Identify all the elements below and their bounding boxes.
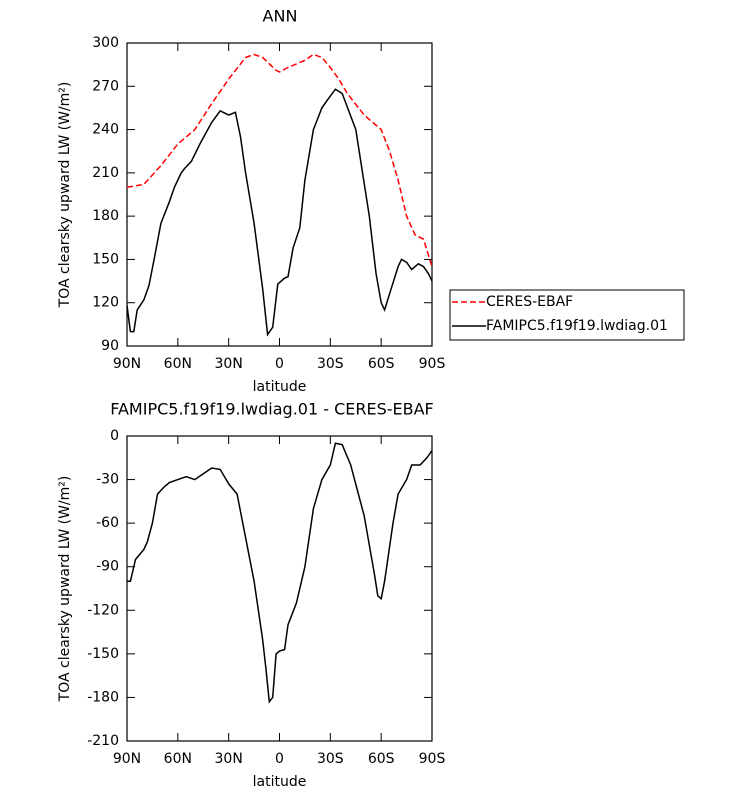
x-tick-label: 90S bbox=[419, 356, 446, 372]
y-tick-label: -180 bbox=[87, 689, 119, 705]
x-axis-label: latitude bbox=[253, 379, 307, 395]
y-tick-label: 150 bbox=[92, 251, 119, 267]
y-tick-label: 90 bbox=[101, 338, 119, 354]
y-tick-label: -150 bbox=[87, 646, 119, 662]
data-line bbox=[126, 88, 433, 337]
data-line bbox=[126, 53, 433, 267]
y-tick-label: -30 bbox=[96, 472, 119, 488]
legend-label: FAMIPC5.f19f19.lwdiag.01 bbox=[486, 318, 668, 334]
y-tick-label: -210 bbox=[87, 733, 119, 749]
y-tick-label: 240 bbox=[92, 122, 119, 138]
legend-box bbox=[449, 289, 685, 341]
x-tick-label: 30N bbox=[215, 751, 243, 767]
y-tick-label: 210 bbox=[92, 165, 119, 181]
y-tick-label: 300 bbox=[92, 35, 119, 51]
x-tick-label: 60N bbox=[164, 751, 192, 767]
y-tick-label: 120 bbox=[92, 295, 119, 311]
x-tick-label: 90S bbox=[419, 751, 446, 767]
y-tick-label: 0 bbox=[110, 428, 119, 444]
y-tick-label: -120 bbox=[87, 602, 119, 618]
x-tick-label: 90N bbox=[113, 356, 141, 372]
chart-title: ANN bbox=[263, 7, 298, 26]
y-tick-label: 270 bbox=[92, 78, 119, 94]
x-tick-label: 30N bbox=[215, 356, 243, 372]
x-tick-label: 0 bbox=[275, 356, 284, 372]
plot-frame bbox=[126, 42, 433, 347]
x-tick-label: 30S bbox=[317, 356, 344, 372]
x-tick-label: 90N bbox=[113, 751, 141, 767]
x-tick-label: 60S bbox=[368, 356, 395, 372]
x-tick-label: 30S bbox=[317, 751, 344, 767]
chart-title: FAMIPC5.f19f19.lwdiag.01 - CERES-EBAF bbox=[110, 400, 434, 419]
plot-frame bbox=[126, 435, 433, 742]
x-axis-label: latitude bbox=[253, 774, 307, 790]
y-tick-label: -90 bbox=[96, 559, 119, 575]
data-line bbox=[127, 442, 433, 704]
y-tick-label: -60 bbox=[96, 515, 119, 531]
x-tick-label: 60N bbox=[164, 356, 192, 372]
y-axis-label: TOA clearsky upward LW (W/m²) bbox=[57, 476, 73, 703]
y-axis-label: TOA clearsky upward LW (W/m²) bbox=[57, 82, 73, 309]
x-tick-label: 60S bbox=[368, 751, 395, 767]
y-tick-label: 180 bbox=[92, 208, 119, 224]
legend-label: CERES-EBAF bbox=[486, 294, 573, 310]
x-tick-label: 0 bbox=[275, 751, 284, 767]
